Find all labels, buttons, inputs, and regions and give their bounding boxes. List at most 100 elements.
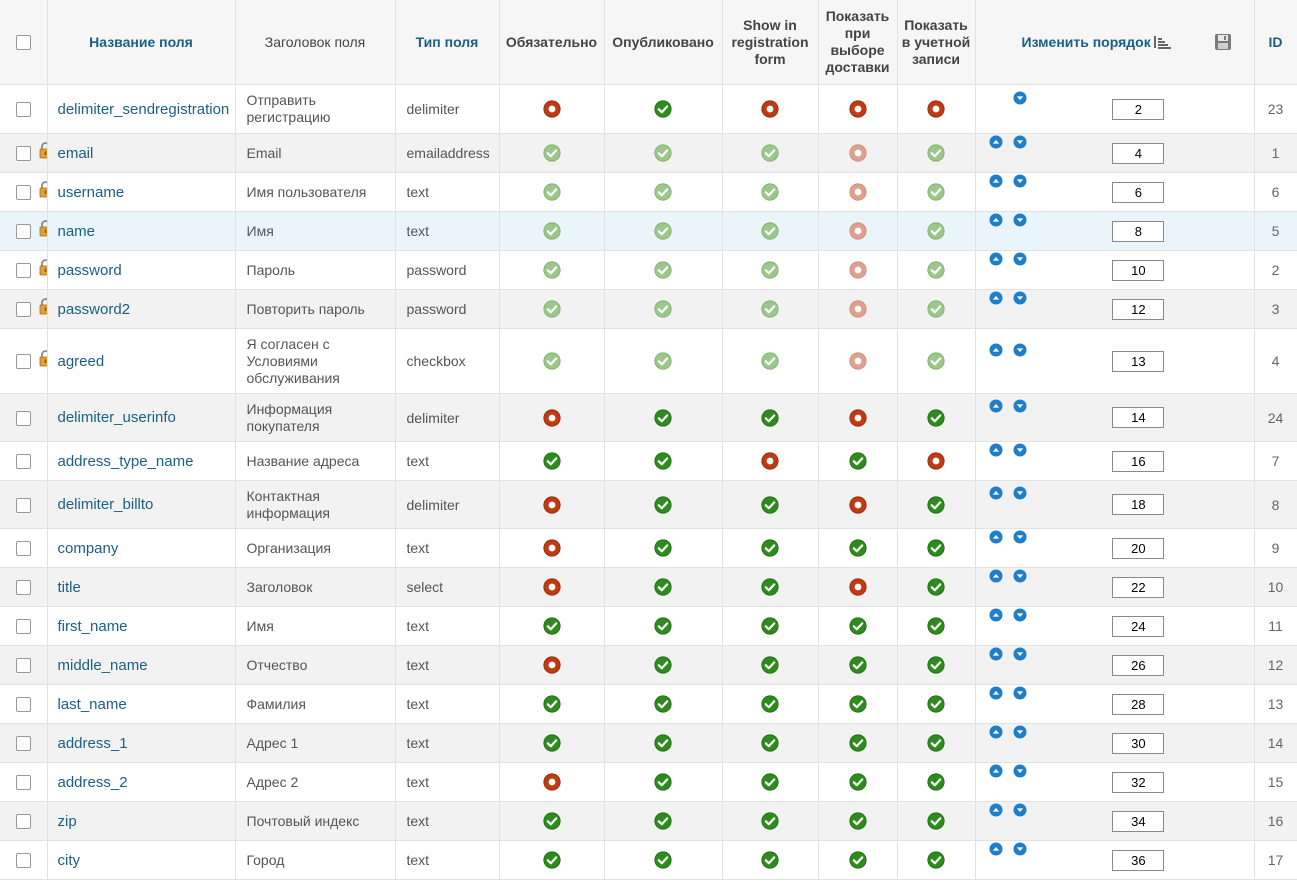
- check-icon[interactable]: [761, 851, 779, 869]
- order-input[interactable]: [1112, 407, 1165, 428]
- move-up-icon[interactable]: [989, 399, 1003, 413]
- check-icon[interactable]: [542, 812, 561, 830]
- check-icon[interactable]: [654, 539, 672, 557]
- order-input[interactable]: [1112, 537, 1165, 559]
- cross-icon[interactable]: [542, 496, 561, 514]
- move-down-icon[interactable]: [1013, 291, 1027, 305]
- move-up-icon[interactable]: [989, 647, 1003, 661]
- order-input[interactable]: [1112, 654, 1165, 676]
- check-icon[interactable]: [654, 578, 672, 596]
- check-icon[interactable]: [654, 812, 672, 830]
- move-down-icon[interactable]: [1013, 608, 1027, 622]
- check-icon[interactable]: [654, 100, 672, 118]
- check-icon[interactable]: [848, 617, 867, 635]
- move-down-icon[interactable]: [1013, 343, 1027, 357]
- cross-icon[interactable]: [542, 656, 561, 674]
- save-order-icon[interactable]: [1214, 33, 1232, 51]
- move-down-icon[interactable]: [1013, 764, 1027, 778]
- move-up-icon[interactable]: [989, 530, 1003, 544]
- order-input[interactable]: [1112, 220, 1165, 242]
- move-up-icon[interactable]: [989, 135, 1003, 149]
- row-checkbox[interactable]: [15, 541, 31, 557]
- cross-icon[interactable]: [542, 773, 561, 791]
- move-down-icon[interactable]: [1013, 569, 1027, 583]
- move-up-icon[interactable]: [989, 443, 1003, 457]
- row-checkbox[interactable]: [15, 185, 31, 201]
- check-icon[interactable]: [542, 617, 561, 635]
- check-icon[interactable]: [927, 578, 945, 596]
- check-icon[interactable]: [848, 734, 867, 752]
- reorder-link[interactable]: Изменить порядок: [1022, 34, 1171, 51]
- move-up-icon[interactable]: [989, 725, 1003, 739]
- move-up-icon[interactable]: [989, 174, 1003, 188]
- header-name[interactable]: Название поля: [47, 0, 236, 85]
- cross-icon[interactable]: [542, 409, 561, 427]
- check-icon[interactable]: [927, 656, 945, 674]
- row-checkbox[interactable]: [15, 454, 31, 470]
- check-icon[interactable]: [542, 734, 561, 752]
- order-input[interactable]: [1112, 298, 1165, 320]
- move-down-icon[interactable]: [1013, 803, 1027, 817]
- check-icon[interactable]: [761, 656, 779, 674]
- row-checkbox[interactable]: [15, 853, 31, 869]
- field-name-link[interactable]: middle_name: [47, 645, 236, 685]
- check-icon[interactable]: [654, 452, 672, 470]
- row-checkbox[interactable]: [15, 580, 31, 596]
- order-input[interactable]: [1112, 849, 1165, 871]
- cross-icon[interactable]: [542, 539, 561, 557]
- row-checkbox[interactable]: [15, 697, 31, 713]
- header-id[interactable]: ID: [1254, 0, 1297, 85]
- row-checkbox[interactable]: [15, 146, 31, 162]
- field-name-link[interactable]: delimiter_sendregistration: [47, 84, 236, 134]
- field-name-link[interactable]: delimiter_userinfo: [47, 393, 236, 442]
- field-name-link[interactable]: first_name: [47, 606, 236, 646]
- check-icon[interactable]: [761, 812, 779, 830]
- move-down-icon[interactable]: [1013, 252, 1027, 266]
- move-up-icon[interactable]: [989, 764, 1003, 778]
- row-checkbox[interactable]: [15, 775, 31, 791]
- move-down-icon[interactable]: [1013, 686, 1027, 700]
- field-name-link[interactable]: name: [47, 211, 236, 251]
- field-name-link[interactable]: delimiter_billto: [47, 480, 236, 529]
- field-name-link[interactable]: address_2: [47, 762, 236, 802]
- check-icon[interactable]: [654, 734, 672, 752]
- check-icon[interactable]: [927, 812, 945, 830]
- field-name-link[interactable]: company: [47, 528, 236, 568]
- row-checkbox[interactable]: [15, 619, 31, 635]
- check-icon[interactable]: [542, 452, 561, 470]
- move-up-icon[interactable]: [989, 569, 1003, 583]
- move-up-icon[interactable]: [989, 343, 1003, 357]
- check-icon[interactable]: [654, 695, 672, 713]
- move-down-icon[interactable]: [1013, 725, 1027, 739]
- order-input[interactable]: [1112, 810, 1165, 832]
- move-down-icon[interactable]: [1013, 91, 1027, 105]
- check-icon[interactable]: [654, 617, 672, 635]
- move-up-icon[interactable]: [989, 486, 1003, 500]
- move-down-icon[interactable]: [1013, 530, 1027, 544]
- cross-icon[interactable]: [542, 578, 561, 596]
- cross-icon[interactable]: [848, 578, 867, 596]
- row-checkbox[interactable]: [15, 102, 31, 118]
- check-icon[interactable]: [761, 539, 779, 557]
- move-up-icon[interactable]: [989, 291, 1003, 305]
- check-icon[interactable]: [848, 539, 867, 557]
- check-icon[interactable]: [927, 496, 945, 514]
- check-icon[interactable]: [848, 452, 867, 470]
- row-checkbox[interactable]: [15, 302, 31, 318]
- check-icon[interactable]: [848, 656, 867, 674]
- move-up-icon[interactable]: [989, 608, 1003, 622]
- field-name-link[interactable]: password2: [47, 289, 236, 329]
- check-icon[interactable]: [654, 773, 672, 791]
- check-icon[interactable]: [927, 539, 945, 557]
- order-input[interactable]: [1112, 181, 1165, 203]
- row-checkbox[interactable]: [15, 497, 31, 513]
- field-name-link[interactable]: username: [47, 172, 236, 212]
- check-icon[interactable]: [848, 695, 867, 713]
- move-down-icon[interactable]: [1013, 486, 1027, 500]
- order-input[interactable]: [1112, 732, 1165, 754]
- check-icon[interactable]: [654, 496, 672, 514]
- cross-icon[interactable]: [927, 452, 945, 470]
- check-icon[interactable]: [542, 695, 561, 713]
- check-icon[interactable]: [654, 656, 672, 674]
- move-down-icon[interactable]: [1013, 399, 1027, 413]
